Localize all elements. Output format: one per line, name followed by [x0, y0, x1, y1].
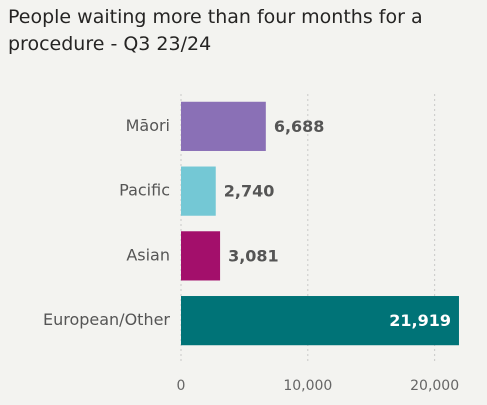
y-tick-label: European/Other	[43, 310, 170, 329]
chart-title: People waiting more than four months for…	[8, 6, 423, 55]
y-tick-label: Pacific	[119, 181, 170, 200]
y-tick-label: Asian	[126, 245, 170, 264]
data-label: 3,081	[228, 246, 279, 265]
x-tick-label: 20,000	[410, 378, 459, 394]
x-tick-label: 10,000	[283, 378, 332, 394]
x-tick-label: 0	[177, 378, 186, 394]
bar	[181, 101, 266, 151]
bar	[181, 166, 216, 216]
bar	[181, 296, 459, 346]
y-tick-label: Māori	[126, 116, 170, 135]
data-label: 2,740	[224, 182, 275, 201]
data-label: 21,919	[389, 311, 451, 330]
bar	[181, 231, 221, 281]
data-label: 6,688	[274, 117, 325, 136]
